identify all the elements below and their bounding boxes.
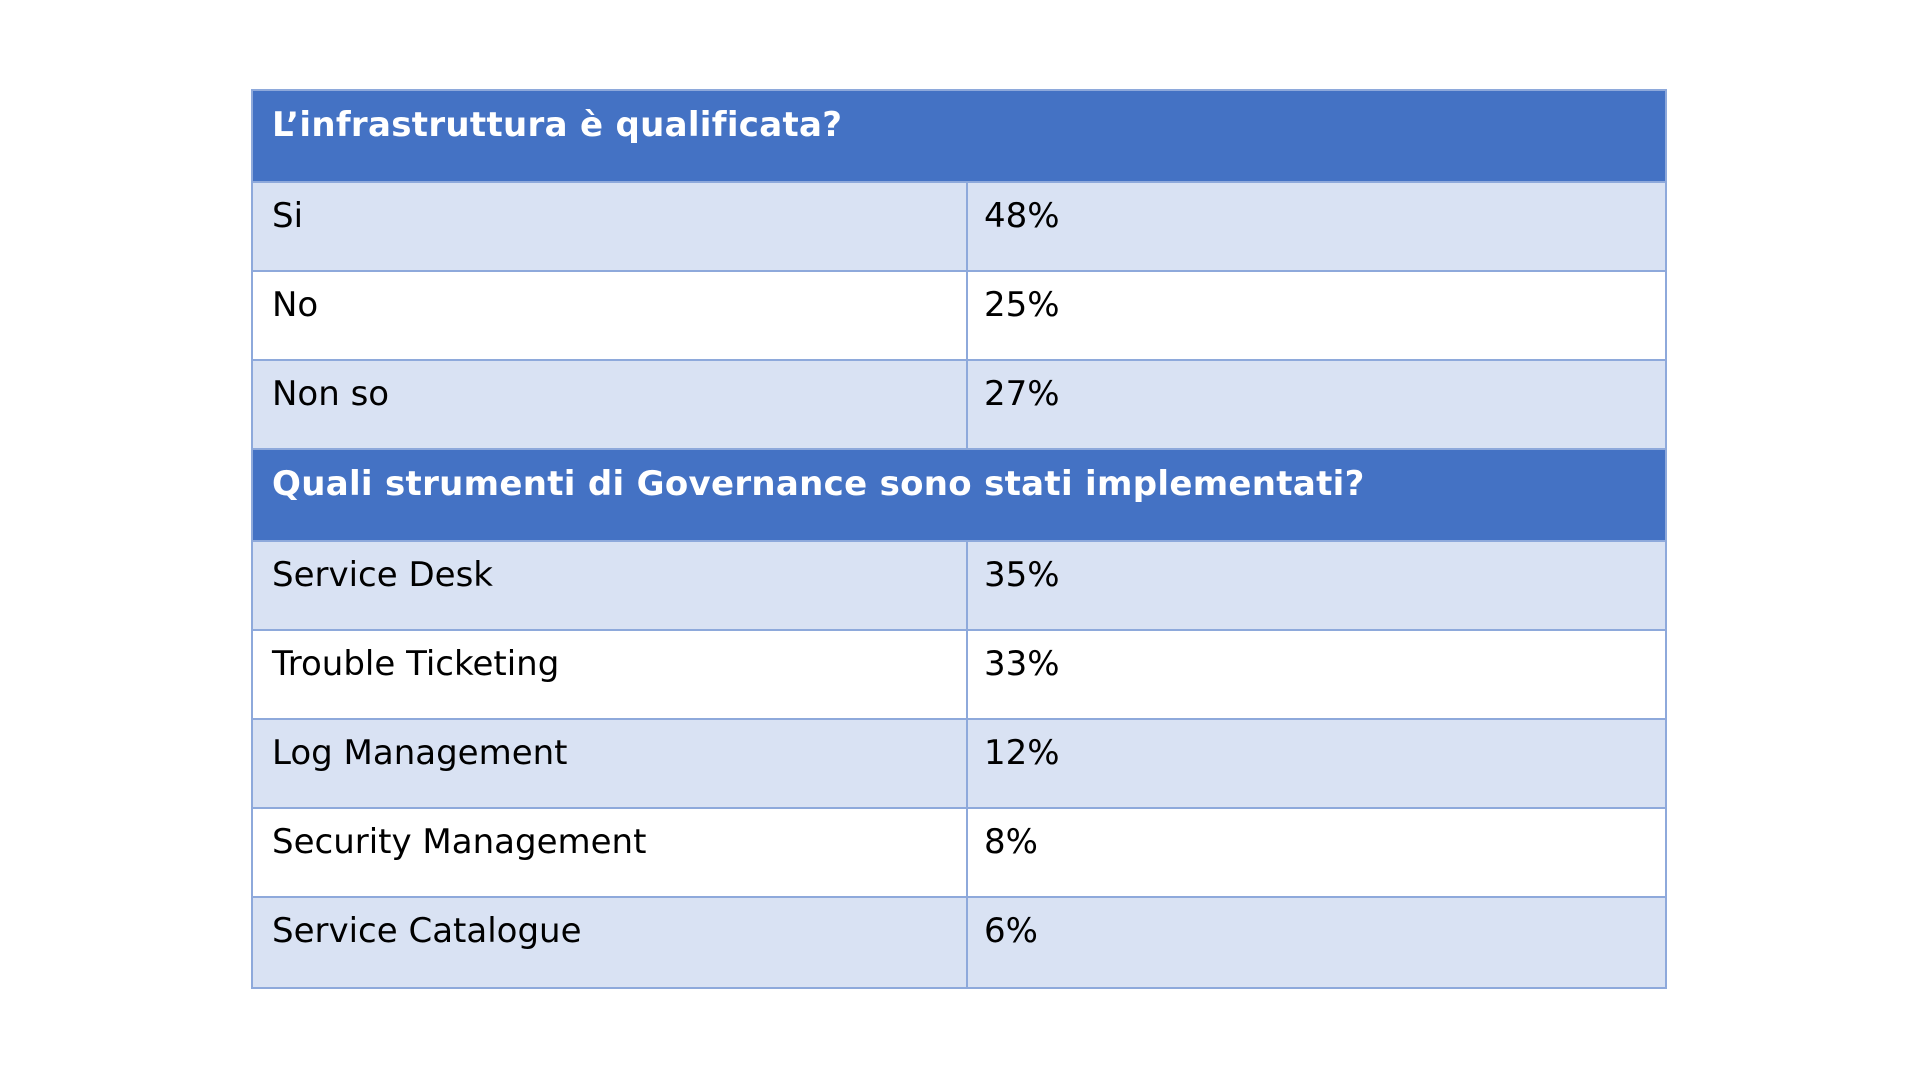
row-label: Non so [253, 361, 968, 448]
row-label: Si [253, 183, 968, 270]
row-label: Trouble Ticketing [253, 631, 968, 718]
table-row-service-desk: Service Desk 35% [253, 542, 1665, 631]
section-header-strumenti-governance: Quali strumenti di Governance sono stati… [253, 450, 1665, 542]
table-row-non-so: Non so 27% [253, 361, 1665, 450]
section-question: Quali strumenti di Governance sono stati… [272, 464, 1365, 504]
row-label: Log Management [253, 720, 968, 807]
table-row-no: No 25% [253, 272, 1665, 361]
table-row-si: Si 48% [253, 183, 1665, 272]
table-row-service-catalogue: Service Catalogue 6% [253, 898, 1665, 987]
survey-results-table: L’infrastruttura è qualificata? Si 48% N… [251, 89, 1667, 989]
row-value: 6% [984, 911, 1038, 951]
section-question: L’infrastruttura è qualificata? [272, 105, 843, 145]
row-label: Service Desk [253, 542, 968, 629]
table-row-trouble-ticketing: Trouble Ticketing 33% [253, 631, 1665, 720]
row-value: 35% [984, 555, 1060, 595]
row-value: 48% [984, 196, 1060, 236]
row-label: No [253, 272, 968, 359]
row-label: Service Catalogue [253, 898, 968, 987]
table-row-security-management: Security Management 8% [253, 809, 1665, 898]
section-header-infrastruttura-qualificata: L’infrastruttura è qualificata? [253, 91, 1665, 183]
row-value: 27% [984, 374, 1060, 414]
row-value: 25% [984, 285, 1060, 325]
row-value: 33% [984, 644, 1060, 684]
row-label: Security Management [253, 809, 968, 896]
row-value: 12% [984, 733, 1060, 773]
table-row-log-management: Log Management 12% [253, 720, 1665, 809]
row-value: 8% [984, 822, 1038, 862]
